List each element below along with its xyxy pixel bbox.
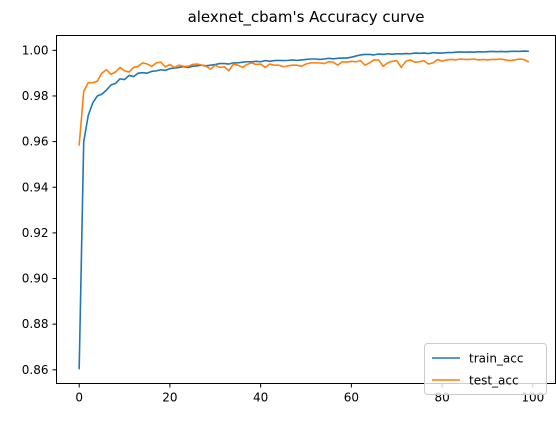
y-tick-label: 1.00	[22, 43, 49, 57]
legend-items: train_acc test_acc	[432, 352, 523, 388]
series-line-train-acc	[78, 50, 530, 370]
x-tick-label: 60	[344, 391, 359, 405]
y-tick-label: 0.94	[22, 180, 49, 194]
legend-item-train-acc: train_acc	[432, 352, 523, 366]
series-line-test-acc	[78, 58, 530, 146]
y-tick-label: 0.90	[22, 272, 49, 286]
y-tick-label: 0.88	[22, 317, 49, 331]
legend: train_acc test_acc	[424, 343, 547, 395]
y-tick-label: 0.98	[22, 89, 49, 103]
x-tick-label: 40	[253, 391, 268, 405]
x-tick-label: 20	[162, 391, 177, 405]
legend-item-test-acc: test_acc	[432, 374, 519, 388]
y-axis-ticks: 0.86 0.88 0.90 0.92 0.94 0.96 0.98 1.00	[22, 43, 57, 377]
legend-label: train_acc	[469, 352, 523, 366]
chart-title: alexnet_cbam's Accuracy curve	[188, 8, 425, 27]
x-tick-label: 0	[75, 391, 83, 405]
y-tick-label: 0.92	[22, 226, 49, 240]
legend-label: test_acc	[469, 374, 519, 388]
plot-frame	[56, 35, 556, 384]
plot-lines	[78, 50, 530, 370]
legend-box	[424, 343, 547, 395]
y-tick-label: 0.86	[22, 363, 49, 377]
y-tick-label: 0.96	[22, 135, 49, 149]
